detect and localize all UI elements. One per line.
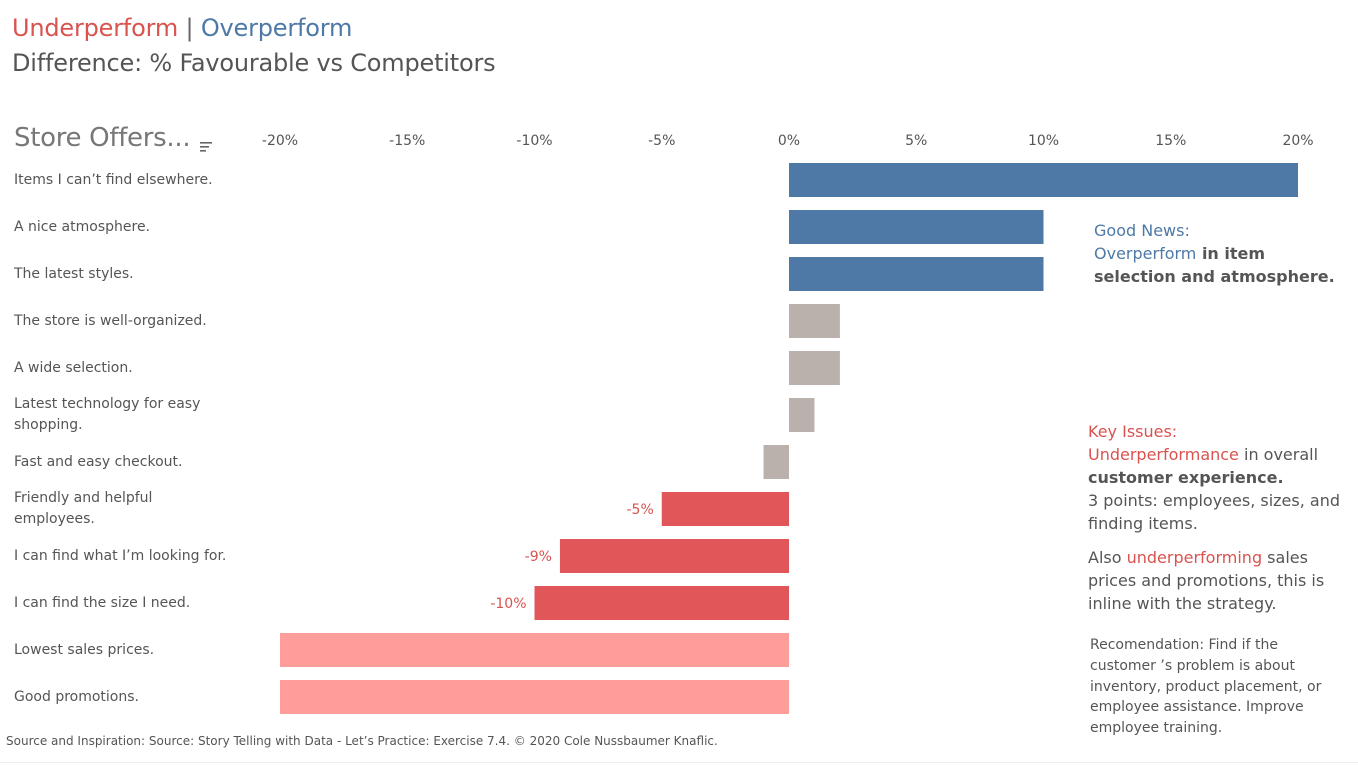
bar[interactable] [789, 304, 840, 338]
x-tick-label: -5% [648, 133, 675, 149]
category-label: Items I can’t find elsewhere. [14, 171, 213, 188]
category-label: Good promotions. [14, 688, 139, 705]
category-label: Fast and easy checkout. [14, 453, 183, 470]
bar[interactable] [789, 163, 1298, 197]
bar[interactable] [280, 633, 789, 667]
x-tick-label: 15% [1155, 133, 1186, 149]
chart-title: Underperform | Overperform [12, 14, 352, 42]
bar[interactable] [789, 210, 1044, 244]
recommendation-annotation: Recomendation: Find if the customer ’s p… [1090, 637, 1322, 737]
key-issues-detail: 3 points: employees, sizes, and finding … [1088, 491, 1340, 533]
x-tick-label: -15% [389, 133, 425, 149]
data-label: -9% [525, 549, 552, 565]
x-tick-label: 0% [778, 133, 800, 149]
bar[interactable] [789, 257, 1044, 291]
x-tick-label: -20% [262, 133, 298, 149]
x-tick-label: 5% [905, 133, 927, 149]
x-tick-label: -10% [516, 133, 552, 149]
key-issues-annotation: Key Issues: Underperformance in overall … [1088, 420, 1348, 535]
key-issues-heading: Key Issues: [1088, 422, 1178, 441]
good-news-annotation: Good News: Overperform in item selection… [1094, 219, 1344, 288]
category-label: Lowest sales prices. [14, 641, 155, 658]
sort-icon[interactable] [200, 141, 212, 153]
bar[interactable] [661, 492, 789, 526]
category-label: I can find the size I need. [14, 594, 191, 611]
good-news-heading: Good News: [1094, 221, 1190, 240]
bar[interactable] [789, 351, 840, 385]
x-tick-label: 10% [1028, 133, 1059, 149]
bar[interactable] [763, 445, 789, 479]
good-news-highlight: Overperform [1094, 244, 1197, 263]
also-annotation: Also underperforming sales prices and pr… [1088, 546, 1348, 615]
row-header: Store Offers... [14, 123, 191, 153]
category-label: Friendly and helpful employees. [14, 490, 153, 527]
good-news-text: in item selection and atmosphere. [1094, 244, 1335, 286]
bottom-divider [0, 762, 1358, 763]
also-highlight: underperforming [1126, 548, 1263, 567]
category-label: A nice atmosphere. [14, 218, 151, 235]
source-footer: Source and Inspiration: Source: Story Te… [6, 734, 718, 748]
also-text: sales prices and promotions, this is inl… [1088, 548, 1325, 613]
key-issues-bold: customer experience. [1088, 468, 1284, 487]
bar[interactable] [789, 398, 815, 432]
category-label: The store is well-organized. [14, 312, 207, 329]
category-label: I can find what I’m looking for. [14, 547, 227, 564]
category-label: A wide selection. [14, 359, 133, 376]
key-issues-highlight: Underperformance [1088, 445, 1239, 464]
title-overperform: Overperform [200, 14, 353, 42]
bar[interactable] [280, 680, 789, 714]
bar[interactable] [559, 539, 789, 573]
category-label: Latest technology for easy shopping. [14, 396, 201, 433]
title-underperform: Underperform [12, 14, 179, 42]
x-tick-label: 20% [1282, 133, 1313, 149]
data-label: -10% [490, 596, 526, 612]
data-label: -5% [626, 502, 653, 518]
bar[interactable] [534, 586, 790, 620]
category-label: The latest styles. [14, 265, 134, 282]
key-issues-text: in overall [1238, 445, 1319, 464]
chart-subtitle: Difference: % Favourable vs Competitors [12, 49, 496, 77]
also-prefix: Also [1088, 548, 1127, 567]
title-separator: | [185, 14, 194, 42]
